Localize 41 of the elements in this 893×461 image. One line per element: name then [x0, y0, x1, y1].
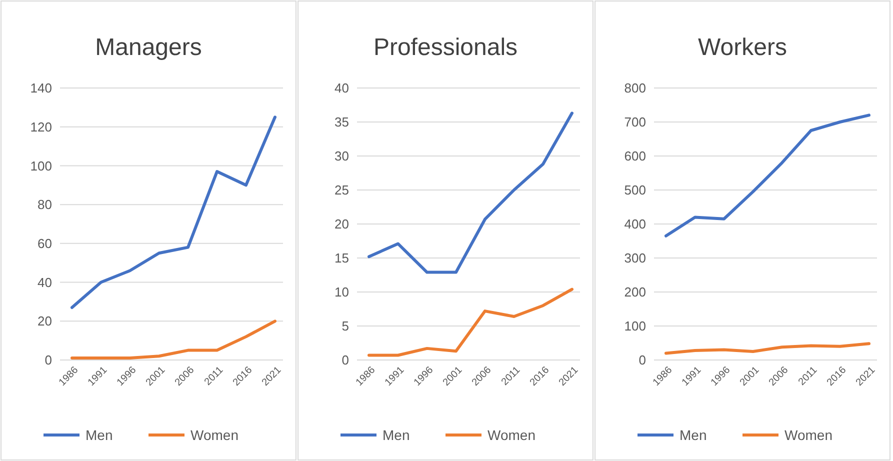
y-tick-label: 60: [38, 236, 52, 251]
legend-label: Women: [784, 426, 832, 443]
chart-title: Workers: [698, 34, 787, 61]
y-tick-label: 400: [624, 216, 646, 232]
y-tick-label: 35: [334, 114, 349, 130]
y-tick-label: 600: [624, 148, 646, 164]
y-tick-label: 30: [334, 148, 349, 164]
legend-label: Men: [382, 426, 410, 443]
y-tick-label: 700: [624, 114, 646, 130]
legend-label: Men: [680, 426, 707, 443]
y-tick-label: 140: [30, 80, 52, 96]
y-tick-label: 40: [334, 80, 349, 96]
y-tick-label: 100: [624, 318, 646, 334]
y-tick-label: 20: [38, 314, 52, 329]
y-tick-label: 5: [342, 318, 349, 334]
line-series: [368, 288, 574, 357]
line-series: [368, 112, 574, 274]
y-tick-label: 500: [624, 182, 646, 198]
y-tick-label: 300: [624, 250, 646, 266]
legend-label: Women: [488, 426, 536, 443]
legend-label: Men: [86, 426, 113, 443]
y-tick-label: 200: [624, 284, 646, 300]
line-series: [664, 342, 870, 355]
y-tick-label: 20: [334, 216, 349, 232]
y-tick-label: 800: [624, 80, 646, 96]
chart-title: Managers: [95, 34, 202, 61]
y-tick-label: 80: [38, 197, 52, 212]
y-tick-label: 10: [334, 284, 349, 300]
y-tick-label: 0: [342, 352, 349, 368]
line-series: [70, 320, 276, 360]
legend-label: Women: [190, 426, 238, 443]
y-tick-label: 0: [44, 352, 52, 368]
chart-title: Professionals: [373, 34, 518, 61]
y-tick-label: 25: [334, 182, 349, 198]
line-series: [664, 114, 870, 238]
line-series: [70, 116, 276, 310]
y-tick-label: 120: [30, 119, 52, 134]
y-tick-label: 40: [38, 274, 52, 290]
y-tick-label: 0: [638, 352, 646, 368]
y-tick-label: 15: [334, 250, 349, 266]
y-tick-label: 100: [30, 158, 52, 174]
